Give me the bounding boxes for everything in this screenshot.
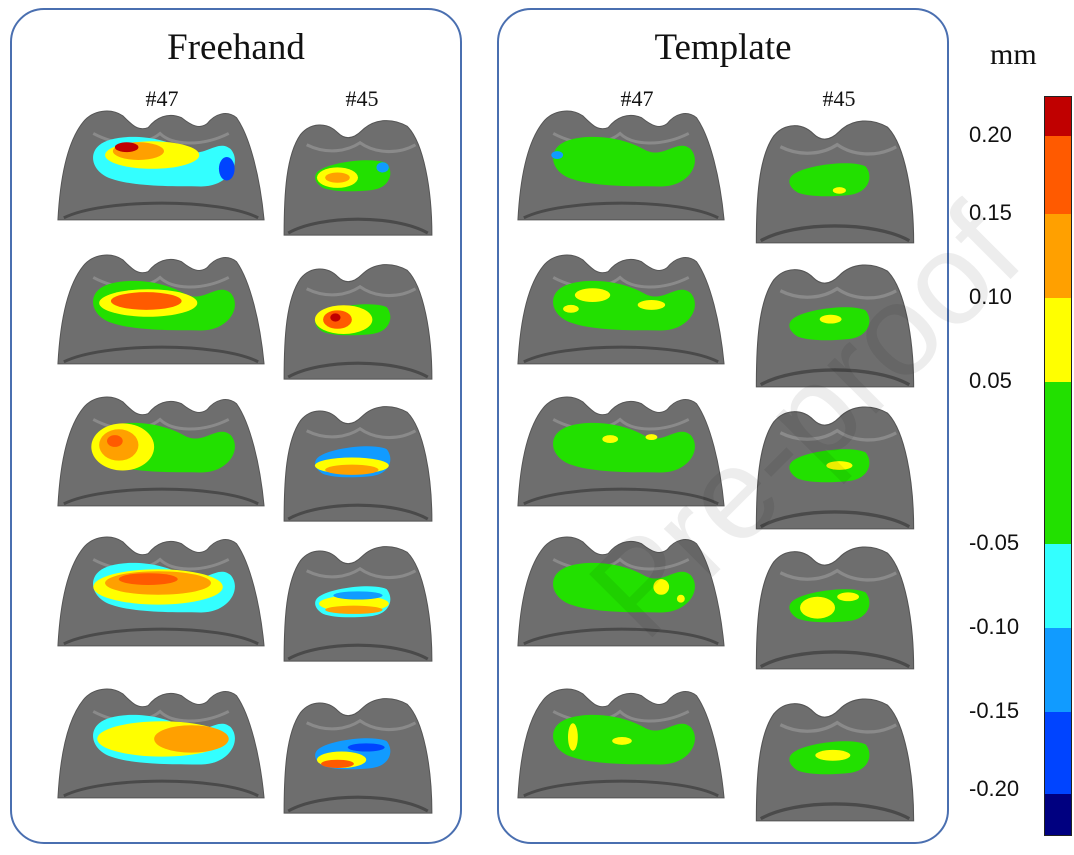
colorbar-segment — [1044, 544, 1072, 628]
tooth-deviation-map — [517, 110, 725, 221]
colorbar-tick-label: 0.05 — [969, 368, 1012, 393]
colorbar-tick-label: 0.20 — [969, 122, 1012, 147]
tooth-deviation-map — [283, 546, 433, 662]
freehand-panel: Freehand #47 #45 — [10, 8, 462, 844]
colorbar-tick-label: 0.15 — [969, 200, 1012, 225]
tooth-deviation-map — [57, 396, 265, 507]
tooth-deviation-map — [755, 406, 915, 530]
template-col-label-45: #45 — [822, 86, 856, 111]
tooth-deviation-map — [755, 698, 915, 822]
colorbar-segment — [1044, 298, 1072, 382]
colorbar-segment — [1044, 712, 1072, 794]
tooth-deviation-map — [283, 120, 433, 236]
colorbar-segment — [1044, 382, 1072, 544]
colorbar-segment — [1044, 214, 1072, 298]
colorbar-segment — [1044, 794, 1072, 836]
tooth-deviation-map — [283, 264, 433, 380]
freehand-title: Freehand — [167, 27, 305, 68]
tooth-deviation-map — [755, 546, 915, 670]
tooth-deviation-map — [57, 110, 265, 221]
colorbar-tick-label: -0.05 — [969, 530, 1020, 555]
tooth-deviation-map — [57, 536, 265, 647]
template-title: Template — [654, 27, 792, 68]
tooth-deviation-map — [283, 406, 433, 522]
tooth-deviation-map — [517, 536, 725, 647]
colorbar-tick-label: -0.10 — [969, 614, 1020, 639]
template-panel: Template #47 #45 — [497, 8, 949, 844]
colorbar-tick-label: 0.10 — [969, 284, 1012, 309]
tooth-deviation-map — [517, 688, 725, 799]
tooth-deviation-map — [283, 698, 433, 814]
colorbar-tick-label: -0.20 — [969, 776, 1020, 801]
colorbar-tick-label: -0.15 — [969, 698, 1020, 723]
colorbar-segment — [1044, 628, 1072, 712]
freehand-col-label-47: #47 — [145, 86, 179, 111]
tooth-deviation-map — [755, 264, 915, 388]
colorbar-segment — [1044, 96, 1072, 136]
template-col-label-47: #47 — [620, 86, 654, 111]
tooth-deviation-map — [755, 120, 915, 244]
tooth-deviation-map — [517, 396, 725, 507]
colorbar-unit: mm — [990, 38, 1037, 71]
freehand-col-label-45: #45 — [345, 86, 379, 111]
tooth-deviation-map — [57, 254, 265, 365]
tooth-deviation-map — [57, 688, 265, 799]
colorbar-segment — [1044, 136, 1072, 214]
tooth-deviation-map — [517, 254, 725, 365]
